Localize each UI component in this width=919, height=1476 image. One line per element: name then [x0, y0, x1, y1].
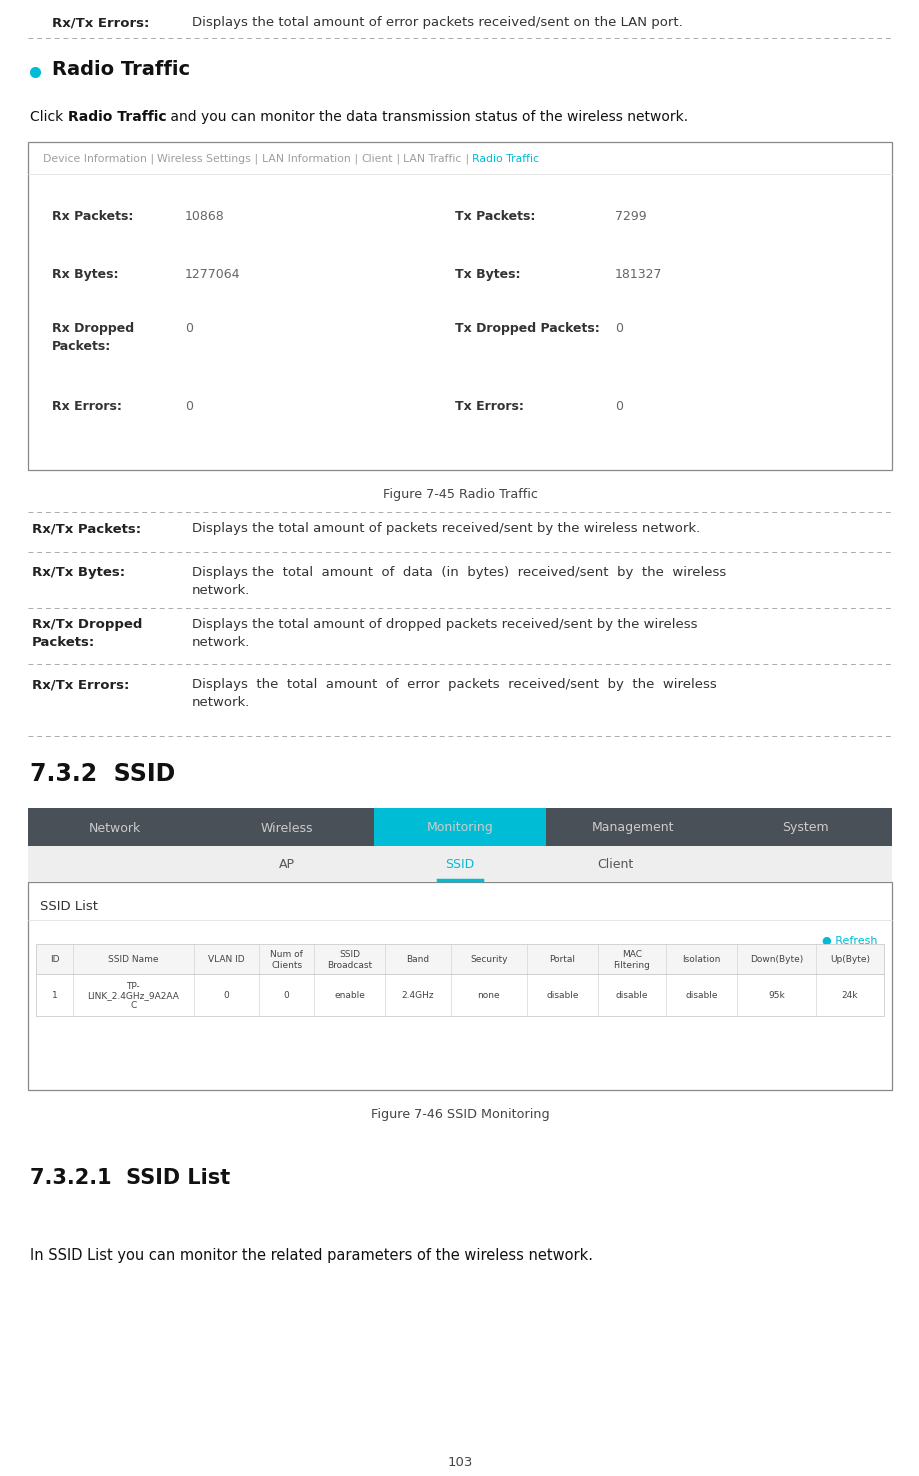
Text: 0: 0 — [614, 322, 622, 335]
Text: Monitoring: Monitoring — [426, 822, 493, 834]
Text: Click: Click — [30, 111, 68, 124]
Text: Radio Traffic: Radio Traffic — [68, 111, 166, 124]
Text: SSID
Broadcast: SSID Broadcast — [327, 951, 372, 970]
Text: Down(Byte): Down(Byte) — [749, 955, 802, 964]
Text: Displays the  total  amount  of  data  (in  bytes)  received/sent  by  the  wire: Displays the total amount of data (in by… — [192, 565, 725, 598]
Text: enable: enable — [334, 992, 365, 1001]
Text: LAN Traffic: LAN Traffic — [403, 154, 461, 164]
Text: Rx/Tx Errors:: Rx/Tx Errors: — [32, 677, 130, 691]
Text: disable: disable — [546, 992, 578, 1001]
Text: |: | — [251, 154, 262, 164]
Text: |: | — [461, 154, 471, 164]
Text: Client: Client — [361, 154, 392, 164]
Text: In SSID List you can monitor the related parameters of the wireless network.: In SSID List you can monitor the related… — [30, 1249, 593, 1263]
Text: Device Information: Device Information — [43, 154, 147, 164]
Text: Rx Packets:: Rx Packets: — [52, 210, 133, 223]
Text: Radio Traffic: Radio Traffic — [52, 61, 190, 80]
Text: Network: Network — [88, 822, 141, 834]
Bar — [36, 974, 883, 1015]
Text: 95k: 95k — [767, 992, 784, 1001]
Text: 0: 0 — [185, 400, 193, 413]
Text: Displays the total amount of dropped packets received/sent by the wireless
netwo: Displays the total amount of dropped pac… — [192, 618, 697, 649]
Text: 2.4GHz: 2.4GHz — [402, 992, 434, 1001]
Text: Band: Band — [406, 955, 429, 964]
Text: Rx/Tx Packets:: Rx/Tx Packets: — [32, 523, 141, 534]
Text: 7.3.2  SSID: 7.3.2 SSID — [30, 762, 175, 787]
Bar — [28, 142, 891, 469]
Text: disable: disable — [685, 992, 717, 1001]
Text: Displays  the  total  amount  of  error  packets  received/sent  by  the  wirele: Displays the total amount of error packe… — [192, 677, 716, 710]
Bar — [36, 945, 883, 974]
Text: 0: 0 — [223, 992, 229, 1001]
Text: Rx/Tx Dropped
Packets:: Rx/Tx Dropped Packets: — [32, 618, 142, 648]
Text: Client: Client — [596, 859, 633, 871]
Text: Rx/Tx Bytes:: Rx/Tx Bytes: — [32, 565, 125, 579]
Text: Isolation: Isolation — [682, 955, 720, 964]
Text: Rx Errors:: Rx Errors: — [52, 400, 121, 413]
Text: ● Refresh: ● Refresh — [822, 936, 877, 946]
Text: Wireless: Wireless — [261, 822, 313, 834]
Text: 1277064: 1277064 — [185, 269, 240, 280]
Text: Displays the total amount of packets received/sent by the wireless network.: Displays the total amount of packets rec… — [192, 523, 699, 534]
Text: Up(Byte): Up(Byte) — [829, 955, 869, 964]
Text: |: | — [350, 154, 361, 164]
Text: VLAN ID: VLAN ID — [208, 955, 244, 964]
Text: Wireless Settings: Wireless Settings — [157, 154, 251, 164]
Text: Radio Traffic: Radio Traffic — [471, 154, 539, 164]
Bar — [28, 883, 891, 1089]
Text: Rx/Tx Errors:: Rx/Tx Errors: — [52, 16, 149, 30]
Text: Rx Bytes:: Rx Bytes: — [52, 269, 119, 280]
Text: Rx Dropped
Packets:: Rx Dropped Packets: — [52, 322, 134, 353]
Text: 10868: 10868 — [185, 210, 224, 223]
Text: Security: Security — [470, 955, 507, 964]
Text: AP: AP — [278, 859, 295, 871]
Bar — [28, 846, 891, 883]
Text: and you can monitor the data transmission status of the wireless network.: and you can monitor the data transmissio… — [166, 111, 687, 124]
Text: Tx Bytes:: Tx Bytes: — [455, 269, 520, 280]
Text: Figure 7-45 Radio Traffic: Figure 7-45 Radio Traffic — [382, 489, 537, 500]
Bar — [373, 807, 546, 846]
Text: 0: 0 — [614, 400, 622, 413]
Text: System: System — [781, 822, 828, 834]
Text: Tx Errors:: Tx Errors: — [455, 400, 523, 413]
Text: Num of
Clients: Num of Clients — [270, 951, 303, 970]
Text: SSID List: SSID List — [40, 900, 98, 914]
Bar — [28, 807, 891, 846]
Text: LAN Information: LAN Information — [262, 154, 350, 164]
Text: |: | — [392, 154, 403, 164]
Text: 0: 0 — [185, 322, 193, 335]
Text: Figure 7-46 SSID Monitoring: Figure 7-46 SSID Monitoring — [370, 1108, 549, 1120]
Text: Displays the total amount of error packets received/sent on the LAN port.: Displays the total amount of error packe… — [192, 16, 682, 30]
Text: 1: 1 — [51, 992, 57, 1001]
Text: SSID Name: SSID Name — [108, 955, 158, 964]
Text: Tx Packets:: Tx Packets: — [455, 210, 535, 223]
Text: 0: 0 — [284, 992, 289, 1001]
Text: 24k: 24k — [841, 992, 857, 1001]
Text: none: none — [477, 992, 500, 1001]
Text: 181327: 181327 — [614, 269, 662, 280]
Text: disable: disable — [615, 992, 648, 1001]
Text: 103: 103 — [447, 1455, 472, 1469]
Text: ID: ID — [50, 955, 59, 964]
Text: 7299: 7299 — [614, 210, 646, 223]
Text: MAC
Filtering: MAC Filtering — [613, 951, 650, 970]
Text: Management: Management — [591, 822, 674, 834]
Text: Tx Dropped Packets:: Tx Dropped Packets: — [455, 322, 599, 335]
Text: |: | — [147, 154, 157, 164]
Text: 7.3.2.1  SSID List: 7.3.2.1 SSID List — [30, 1168, 230, 1188]
Text: TP-
LINK_2.4GHz_9A2AA
C: TP- LINK_2.4GHz_9A2AA C — [87, 982, 179, 1010]
Text: SSID: SSID — [445, 859, 474, 871]
Text: Portal: Portal — [549, 955, 574, 964]
